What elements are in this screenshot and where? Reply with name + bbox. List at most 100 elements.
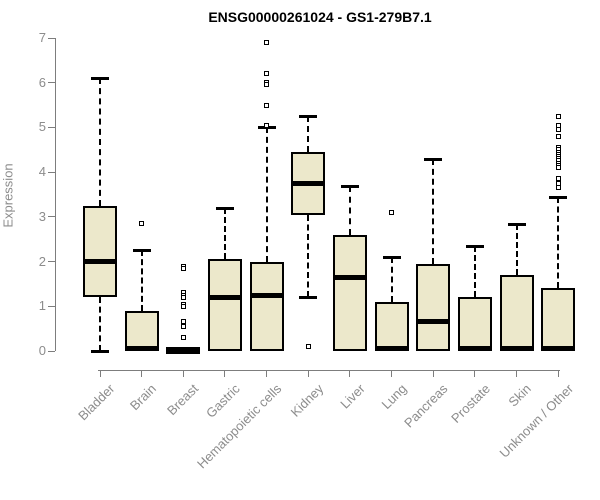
whisker-lower (99, 297, 101, 351)
outlier-point (264, 39, 270, 45)
box (207, 259, 242, 351)
y-tick-label: 4 (38, 164, 46, 180)
outlier-point (139, 221, 145, 227)
whisker-upper (390, 257, 393, 302)
outlier-point (555, 127, 561, 133)
x-category-label: Skin (505, 381, 535, 410)
chart-title: ENSG00000261024 - GS1-279B7.1 (208, 9, 432, 25)
y-tick (48, 37, 55, 39)
x-tick (391, 371, 393, 377)
whisker-cap-upper (340, 184, 359, 188)
median-line (332, 274, 367, 280)
y-tick (48, 82, 55, 84)
y-tick-label: 7 (38, 30, 46, 45)
x-tick (224, 371, 226, 377)
whisker-upper (348, 185, 351, 235)
outlier-point (180, 303, 186, 309)
median-line (499, 346, 534, 352)
whisker-cap-upper (424, 157, 443, 161)
outlier-point (305, 344, 311, 350)
outlier-point (555, 165, 561, 171)
x-axis-line (98, 370, 560, 371)
whisker-upper (473, 245, 476, 298)
x-tick (349, 371, 351, 377)
x-category-label: Lung (378, 381, 410, 413)
y-tick-label: 3 (38, 208, 46, 224)
x-tick (432, 371, 434, 377)
median-line (207, 294, 242, 300)
x-tick (99, 371, 101, 377)
x-category-label: Kidney (287, 381, 326, 420)
x-category-label: Brain (127, 381, 160, 414)
y-tick-label: 1 (38, 298, 46, 314)
whisker-lower (307, 214, 310, 298)
median-line (83, 259, 117, 265)
outlier-point (180, 335, 186, 341)
whisker-upper (515, 223, 518, 275)
median-line (249, 292, 284, 298)
whisker-cap-upper (132, 249, 151, 253)
x-tick (516, 371, 518, 377)
box (374, 301, 409, 351)
whisker-upper (140, 250, 143, 311)
box (416, 263, 451, 351)
x-tick (307, 371, 309, 377)
whisker-cap-upper (507, 222, 526, 226)
whisker-cap-upper (549, 195, 568, 199)
whisker-cap-lower (299, 296, 318, 300)
y-tick-label: 6 (38, 74, 46, 90)
y-tick-label: 0 (38, 343, 46, 358)
outlier-point (264, 71, 270, 77)
median-line (124, 346, 159, 352)
outlier-point (180, 265, 186, 271)
whisker-upper (307, 116, 310, 153)
whisker-cap-lower (91, 350, 109, 353)
y-tick (48, 261, 55, 263)
x-category-label: Gastric (202, 381, 243, 421)
whisker-upper (265, 127, 268, 262)
outlier-point (555, 113, 561, 119)
y-tick (48, 305, 55, 307)
whisker-cap-upper (465, 244, 484, 248)
x-category-label: Prostate (447, 381, 493, 426)
outlier-point (264, 102, 270, 108)
whisker-cap-upper (91, 77, 109, 81)
outlier-point (555, 133, 561, 139)
y-tick (48, 216, 55, 218)
x-tick (141, 371, 143, 377)
outlier-point (264, 82, 270, 88)
x-tick (557, 371, 559, 377)
median-line (291, 180, 326, 186)
outlier-point (389, 209, 395, 215)
x-category-label: Breast (163, 381, 201, 419)
box (457, 297, 492, 351)
box (541, 288, 576, 351)
y-tick (48, 350, 55, 352)
x-tick (474, 371, 476, 377)
box (249, 261, 284, 351)
whisker-cap-upper (382, 256, 401, 260)
x-category-label: Bladder (75, 381, 118, 424)
whisker-upper (557, 196, 560, 289)
y-tick-label: 2 (38, 253, 46, 269)
x-category-label: Pancreas (401, 381, 451, 431)
outlier-point (555, 185, 561, 191)
y-axis-label: Expression (0, 163, 16, 228)
x-category-label: Liver (337, 381, 368, 412)
outlier-point (180, 294, 186, 300)
outlier-point (180, 323, 186, 329)
box (332, 234, 367, 351)
box (499, 274, 534, 351)
whisker-upper (99, 78, 101, 206)
median-line (541, 346, 576, 352)
y-axis-line (55, 38, 56, 351)
x-tick (182, 371, 184, 377)
y-tick (48, 171, 55, 173)
outlier-point (264, 122, 270, 128)
median-line (457, 346, 492, 352)
whisker-cap-upper (215, 206, 234, 210)
x-tick (266, 371, 268, 377)
whisker-upper (432, 158, 435, 264)
whisker-cap-upper (299, 115, 318, 119)
